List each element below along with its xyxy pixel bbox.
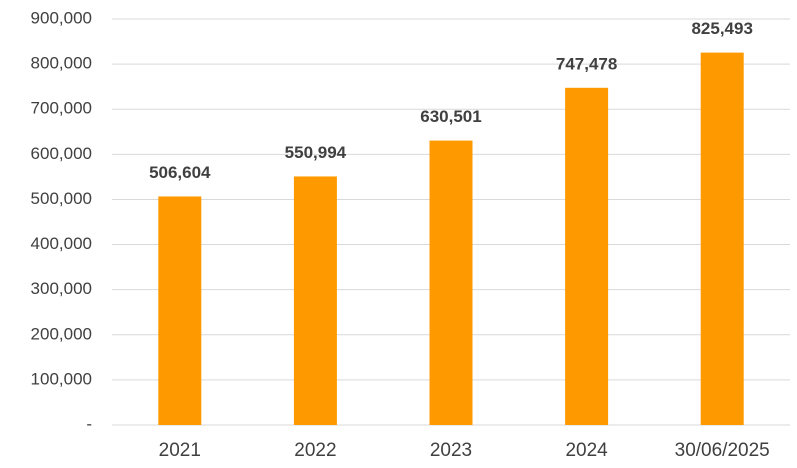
x-tick-label: 30/06/2025 — [675, 440, 770, 461]
bar — [293, 176, 337, 425]
y-tick-label: - — [86, 414, 92, 433]
data-label: 506,604 — [149, 163, 211, 182]
y-tick-label: 800,000 — [31, 54, 92, 73]
x-tick-label: 2024 — [565, 440, 608, 461]
y-tick-label: 400,000 — [31, 234, 92, 253]
y-tick-label: 100,000 — [31, 369, 92, 388]
data-label: 825,493 — [691, 19, 752, 38]
bar — [158, 196, 202, 425]
x-tick-label: 2023 — [430, 440, 472, 461]
data-label: 747,478 — [556, 54, 617, 73]
bar — [700, 52, 744, 426]
y-tick-label: 900,000 — [31, 8, 92, 27]
bar — [429, 140, 473, 426]
data-label: 630,501 — [420, 107, 481, 126]
y-tick-label: 600,000 — [31, 144, 92, 163]
y-tick-label: 300,000 — [31, 279, 92, 298]
data-label: 550,994 — [285, 143, 347, 162]
y-tick-label: 700,000 — [31, 99, 92, 118]
x-tick-label: 2022 — [294, 440, 336, 461]
y-tick-label: 500,000 — [31, 189, 92, 208]
y-tick-label: 200,000 — [31, 324, 92, 343]
bar — [565, 87, 609, 425]
x-tick-label: 2021 — [159, 440, 201, 461]
